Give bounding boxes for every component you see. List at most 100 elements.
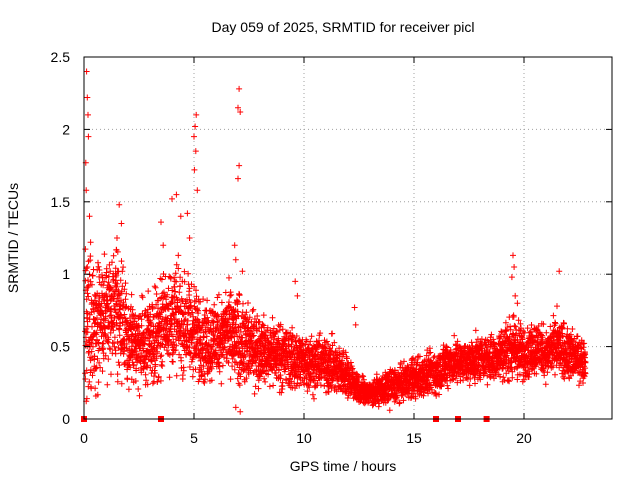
data-point — [165, 285, 172, 292]
data-point — [82, 376, 89, 382]
data-point — [569, 326, 576, 332]
data-point — [273, 329, 279, 336]
data-point — [114, 248, 121, 255]
data-point — [500, 374, 507, 381]
data-point — [262, 378, 269, 385]
data-point — [186, 344, 193, 351]
data-point — [85, 111, 91, 118]
data-point — [200, 363, 207, 370]
data-point — [102, 352, 109, 359]
data-point — [197, 298, 204, 305]
data-point — [261, 375, 268, 382]
data-point — [160, 242, 167, 249]
data-point — [169, 287, 176, 294]
data-point — [216, 368, 223, 375]
data-point — [191, 166, 198, 173]
data-point — [102, 313, 109, 320]
data-point — [201, 379, 208, 386]
data-point — [161, 293, 168, 299]
data-point — [227, 376, 234, 383]
data-point — [153, 301, 160, 308]
data-point — [209, 359, 216, 366]
data-point — [503, 327, 510, 334]
data-point — [132, 378, 139, 384]
data-point — [185, 270, 192, 277]
data-point — [117, 322, 124, 329]
data-point — [125, 386, 132, 393]
data-point — [117, 350, 124, 357]
data-point — [360, 373, 367, 380]
data-point — [177, 274, 184, 281]
data-point — [105, 356, 112, 363]
data-point — [237, 324, 244, 331]
data-point — [227, 292, 233, 299]
data-point — [347, 359, 354, 366]
data-point — [265, 368, 272, 374]
data-point — [94, 355, 101, 362]
data-point — [472, 327, 479, 334]
data-point — [149, 380, 156, 387]
data-point — [279, 326, 286, 333]
data-point — [242, 353, 249, 360]
data-point — [218, 299, 225, 306]
data-point — [203, 333, 210, 340]
data-point — [167, 275, 174, 282]
data-point — [231, 366, 238, 373]
data-point — [86, 213, 93, 220]
data-point — [103, 265, 110, 272]
data-point — [308, 333, 315, 340]
data-point — [177, 325, 184, 331]
data-point — [167, 325, 174, 332]
data-point — [283, 330, 290, 337]
data-point — [218, 351, 225, 358]
y-tick-label: 1 — [62, 266, 70, 282]
data-point — [251, 390, 258, 397]
data-point — [138, 316, 145, 323]
data-point — [179, 372, 186, 379]
data-point — [173, 191, 180, 198]
y-tick-label: 0.5 — [51, 339, 71, 355]
data-point — [412, 395, 419, 402]
data-point — [129, 306, 136, 313]
data-point — [132, 348, 139, 355]
data-point — [351, 304, 358, 311]
data-point — [116, 201, 123, 208]
data-point — [156, 328, 163, 335]
data-point — [235, 298, 241, 305]
data-point — [189, 373, 196, 380]
data-point — [512, 292, 519, 299]
x-tick-label: 0 — [80, 430, 88, 446]
data-point — [105, 279, 112, 286]
x-tick-labels: 0 5 10 15 20 — [80, 430, 532, 446]
data-point — [218, 339, 225, 345]
data-point — [445, 385, 452, 392]
data-point — [306, 341, 312, 348]
data-point — [226, 299, 232, 306]
data-point — [173, 342, 180, 349]
data-point — [359, 372, 366, 379]
data-point — [95, 379, 102, 386]
data-point — [89, 323, 95, 330]
data-point — [177, 283, 184, 290]
data-point — [148, 320, 155, 327]
data-point — [214, 318, 221, 325]
data-point — [152, 363, 159, 370]
data-point — [121, 311, 128, 318]
data-point — [208, 377, 215, 384]
data-point — [109, 259, 115, 266]
data-point — [155, 373, 162, 380]
data-point — [451, 332, 458, 339]
data-point — [196, 354, 203, 361]
data-point — [173, 372, 180, 379]
data-point — [110, 252, 117, 259]
data-point — [152, 284, 159, 291]
y-tick-label: 2.5 — [51, 49, 71, 65]
data-point — [131, 347, 138, 354]
data-point — [104, 381, 111, 388]
data-point — [198, 372, 205, 379]
data-point — [277, 321, 284, 328]
data-point — [269, 367, 276, 374]
data-point — [550, 312, 557, 319]
data-point — [267, 340, 274, 347]
data-point — [118, 220, 125, 227]
